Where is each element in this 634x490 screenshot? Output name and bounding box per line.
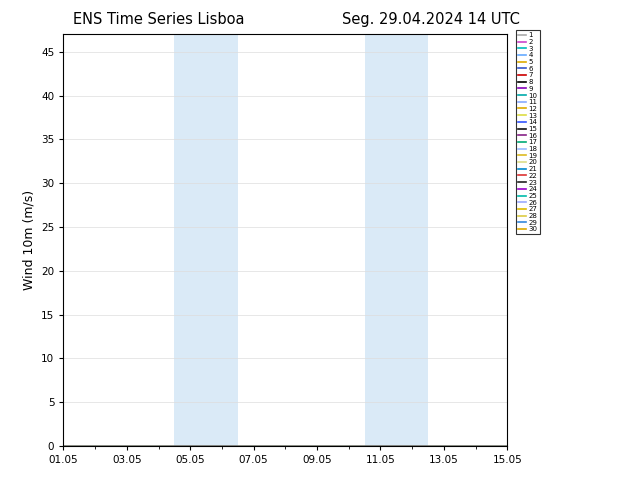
Bar (174, 34, 238, 446)
Text: Seg. 29.04.2024 14 UTC: Seg. 29.04.2024 14 UTC (342, 12, 520, 27)
Y-axis label: Wind 10m (m/s): Wind 10m (m/s) (23, 190, 36, 290)
Text: ENS Time Series Lisboa: ENS Time Series Lisboa (73, 12, 244, 27)
Legend: 1, 2, 3, 4, 5, 6, 7, 8, 9, 10, 11, 12, 13, 14, 15, 16, 17, 18, 19, 20, 21, 22, 2: 1, 2, 3, 4, 5, 6, 7, 8, 9, 10, 11, 12, 1… (516, 30, 540, 235)
Bar (365, 34, 428, 446)
